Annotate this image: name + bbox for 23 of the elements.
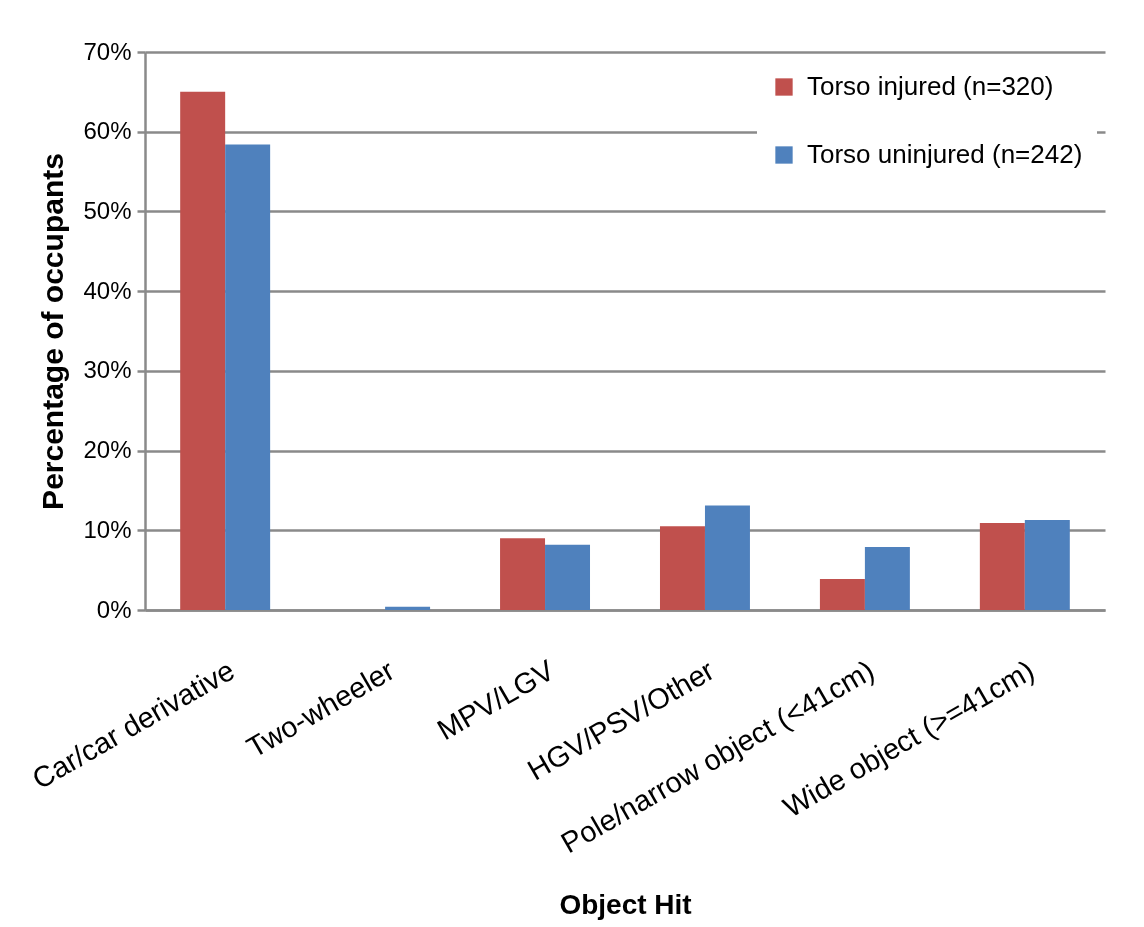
y-axis-title: Percentage of occupants	[36, 153, 70, 510]
bar	[704, 505, 750, 610]
x-axis-title: Object Hit	[559, 888, 692, 920]
bar	[819, 578, 865, 610]
y-tick-label: 0%	[96, 595, 132, 623]
bar	[1024, 519, 1070, 610]
bar	[180, 91, 226, 610]
bar	[864, 547, 910, 610]
y-tick-label: 20%	[83, 436, 132, 464]
bar	[500, 538, 546, 610]
y-tick-label: 50%	[83, 196, 132, 224]
bar	[979, 523, 1025, 610]
y-tick-label: 70%	[83, 37, 132, 65]
bar	[545, 544, 591, 610]
y-tick-label: 40%	[83, 276, 132, 304]
bar	[659, 526, 705, 610]
bar	[385, 606, 431, 610]
y-tick-label: 30%	[83, 356, 132, 384]
y-tick-label: 10%	[83, 515, 132, 543]
bar	[225, 144, 271, 610]
legend-label: Torso injured (n=320)	[807, 71, 1054, 101]
legend-label: Torso uninjured (n=242)	[807, 139, 1083, 169]
y-tick-label: 60%	[83, 117, 132, 145]
